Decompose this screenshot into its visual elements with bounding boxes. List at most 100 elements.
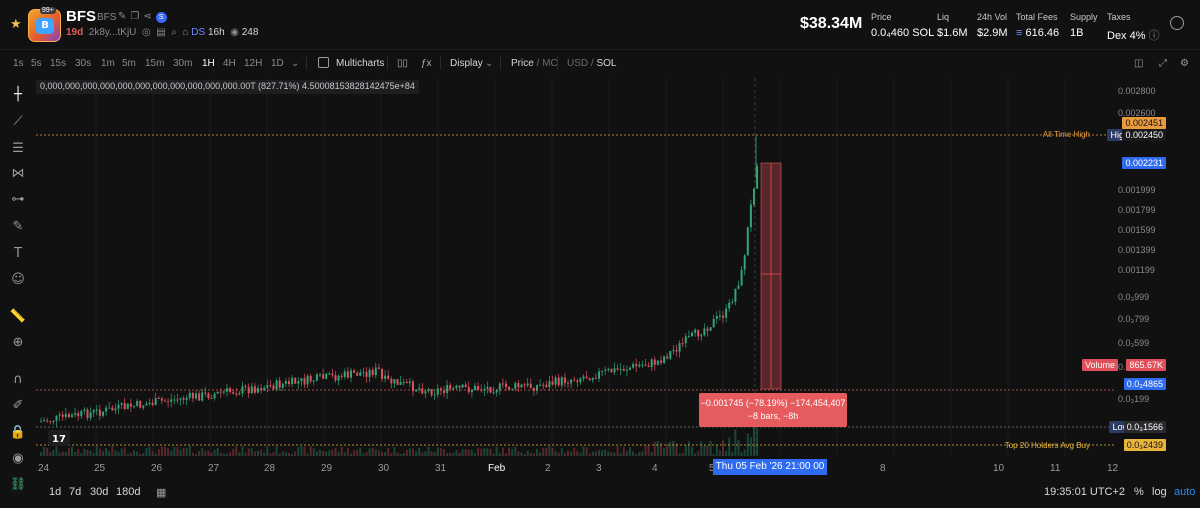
candle: [625, 369, 628, 371]
display-button[interactable]: Display: [450, 58, 483, 69]
tf-30s[interactable]: 30s: [75, 58, 92, 69]
volume-bar: [108, 451, 111, 456]
volume-bar: [619, 453, 622, 456]
tf-1h[interactable]: 1H: [202, 58, 215, 69]
document-icon[interactable]: ▤: [156, 27, 166, 38]
utc-clock[interactable]: 19:35:01 UTC+2: [1044, 486, 1126, 498]
volume-bar: [145, 447, 148, 456]
alarm-clock-icon[interactable]: [1170, 16, 1184, 30]
candle: [464, 384, 467, 388]
trendline-icon[interactable]: ⟋: [13, 114, 23, 129]
volume-bar: [300, 446, 303, 456]
stat-fees: Total Fees ≡ 616.46: [1016, 12, 1059, 39]
candle: [607, 369, 610, 371]
usd-option[interactable]: USD: [567, 58, 589, 69]
crosshair-icon[interactable]: ┼: [14, 87, 22, 102]
range-30d[interactable]: 30d: [90, 486, 109, 498]
visibility-eye-icon[interactable]: ◉: [12, 451, 24, 466]
currency-toggle[interactable]: USD / SOL: [567, 58, 617, 69]
candle-type-icon[interactable]: ▯▯: [397, 58, 409, 69]
search-icon[interactable]: ⌕: [171, 27, 177, 38]
dex-icon[interactable]: ⌂: [182, 27, 189, 38]
lock-drawing-icon[interactable]: ✐: [12, 398, 24, 413]
tf-1d[interactable]: 1D: [271, 58, 284, 69]
volume-bar: [756, 428, 759, 456]
pitchfork-icon[interactable]: ⋈: [11, 166, 25, 181]
volume-bar: [83, 448, 86, 456]
candle: [362, 371, 365, 373]
candle: [576, 380, 579, 383]
candle: [725, 308, 728, 318]
range-7d[interactable]: 7d: [69, 486, 82, 498]
volume-bar: [430, 451, 433, 456]
zoom-in-icon[interactable]: ⊕: [12, 335, 24, 350]
multicharts-label[interactable]: Multicharts: [336, 58, 385, 69]
chevron-down-icon[interactable]: ⌄: [291, 58, 300, 69]
candle: [40, 421, 42, 423]
volume-bar: [226, 453, 228, 456]
fullscreen-icon[interactable]: ⤢: [1159, 58, 1167, 69]
tf-12h[interactable]: 12H: [244, 58, 263, 69]
copy-icon[interactable]: ❐: [130, 11, 144, 22]
globe-icon[interactable]: ◎: [141, 27, 151, 38]
volume-bar: [706, 445, 709, 456]
sol-option[interactable]: SOL: [596, 58, 617, 69]
display-chevron-icon[interactable]: ⌄: [485, 58, 494, 69]
emoji-icon[interactable]: ☺: [11, 272, 25, 287]
auto-toggle[interactable]: auto: [1174, 486, 1196, 498]
volume-bar: [570, 451, 573, 456]
price-chart[interactable]: All Time High Top 20 Holders Avg Buy 17: [36, 78, 1116, 456]
candle: [455, 385, 458, 388]
candle: [64, 413, 67, 417]
price-mc-toggle[interactable]: Price / MC: [511, 58, 558, 69]
indicators-icon[interactable]: ƒx: [421, 58, 432, 69]
token-address[interactable]: 2k8y...tKjU: [88, 27, 137, 38]
candle: [343, 371, 346, 377]
share-icon[interactable]: ⋖: [143, 11, 156, 22]
mc-option[interactable]: MC: [542, 58, 558, 69]
pattern-icon[interactable]: ⊶: [11, 192, 25, 207]
calendar-icon[interactable]: ▦: [156, 487, 167, 499]
tf-5s[interactable]: 5s: [31, 58, 42, 69]
candle: [114, 408, 117, 411]
eye-icon: ◉: [230, 27, 239, 38]
volume-bar: [312, 448, 315, 456]
multicharts-checkbox[interactable]: [318, 57, 329, 68]
lock-icon[interactable]: 🔒: [9, 425, 27, 440]
edit-icon[interactable]: ✎: [118, 11, 131, 22]
price-option[interactable]: Price: [511, 58, 534, 69]
tf-1m[interactable]: 1m: [101, 58, 115, 69]
volume-bar: [433, 452, 436, 456]
candle: [266, 385, 269, 388]
camera-icon[interactable]: ◫: [1134, 58, 1144, 69]
settings-icon[interactable]: ⚙: [1180, 58, 1189, 69]
stat-liq-value: $1.6M: [937, 27, 968, 39]
tf-4h[interactable]: 4H: [223, 58, 236, 69]
tf-1s[interactable]: 1s: [13, 58, 24, 69]
favorite-star-icon[interactable]: ★: [10, 16, 22, 31]
log-toggle[interactable]: log: [1152, 486, 1167, 498]
volume-bar: [170, 450, 173, 456]
volume-bar: [601, 450, 604, 456]
range-1d[interactable]: 1d: [49, 486, 62, 498]
y-tick-label: 0.0₃199: [1118, 394, 1150, 404]
percent-toggle[interactable]: %: [1134, 486, 1144, 498]
volume-bar: [697, 451, 700, 456]
link-icon[interactable]: ⛓: [9, 477, 27, 492]
volume-bar: [691, 446, 693, 456]
tf-5m[interactable]: 5m: [122, 58, 136, 69]
low-price-tag: 0.0₃1566: [1123, 421, 1166, 433]
tf-30m[interactable]: 30m: [173, 58, 193, 69]
text-icon[interactable]: T: [14, 246, 22, 261]
info-icon[interactable]: ⓘ: [1148, 30, 1160, 42]
magnet-icon[interactable]: ∩: [13, 372, 23, 387]
range-180d[interactable]: 180d: [116, 486, 141, 498]
volume-bar: [483, 448, 486, 456]
horizontal-lines-icon[interactable]: ☰: [12, 141, 24, 156]
ruler-icon[interactable]: 📏: [9, 309, 27, 324]
candle: [632, 364, 635, 368]
brush-icon[interactable]: ✎: [12, 219, 24, 234]
candle: [749, 204, 752, 228]
tf-15s[interactable]: 15s: [50, 58, 67, 69]
tf-15m[interactable]: 15m: [145, 58, 165, 69]
